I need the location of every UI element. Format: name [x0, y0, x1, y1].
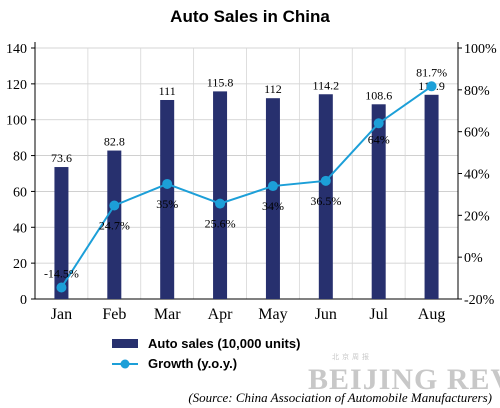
- growth-value-label: 36.5%: [310, 194, 341, 208]
- growth-line: [60, 85, 433, 289]
- growth-value-label: 24.7%: [99, 219, 130, 233]
- right-tick-label: 20%: [464, 209, 490, 224]
- growth-point-jan: [56, 282, 67, 293]
- right-tick-label: 60%: [464, 126, 490, 141]
- watermark: 北京周报 BEIJING REVIEW: [308, 352, 500, 396]
- category-label-jan: Jan: [51, 306, 72, 323]
- bar-series: [54, 91, 439, 300]
- growth-value-label: 64%: [368, 132, 390, 146]
- watermark-large-text: BEIJING REVIEW: [308, 363, 500, 396]
- bar-value-label: 73.6: [51, 151, 72, 165]
- bar-jun: [318, 94, 333, 300]
- growth-value-labels: -14.5% 24.7% 35% 25.6% 34% 36.5% 64% 81.7%: [44, 65, 447, 280]
- growth-value-label: 34%: [262, 199, 284, 213]
- grid-lines: [35, 47, 458, 299]
- bar-jul: [371, 104, 386, 299]
- left-tick-label: 100: [6, 114, 27, 129]
- legend-line-label: Growth (y.o.y.): [148, 356, 237, 371]
- growth-value-label: -14.5%: [44, 266, 79, 280]
- right-tick-label: 100%: [464, 42, 497, 57]
- left-tick-label: 40: [13, 221, 27, 236]
- category-label-jul: Jul: [369, 306, 388, 323]
- category-label-may: May: [258, 306, 287, 323]
- left-tick-label: 60: [13, 185, 27, 200]
- growth-point-aug: [426, 81, 437, 92]
- chart-title: Auto Sales in China: [170, 7, 330, 26]
- growth-value-label: 35%: [156, 197, 178, 211]
- legend-line-marker: [120, 359, 130, 369]
- category-labels: Jan Feb Mar Apr May Jun Jul Aug: [51, 306, 446, 323]
- left-tick-label: 140: [6, 42, 27, 57]
- category-label-mar: Mar: [154, 306, 181, 323]
- bar-aug: [424, 94, 439, 299]
- bar-jan: [54, 167, 69, 299]
- bar-apr: [213, 91, 228, 299]
- watermark-small-text: 北京周报: [332, 352, 372, 361]
- growth-point-apr: [215, 198, 226, 209]
- right-tick-label: 40%: [464, 168, 490, 183]
- category-label-jun: Jun: [315, 306, 337, 323]
- left-tick-label: 0: [20, 293, 27, 308]
- source-note: (Source: China Association of Automobile…: [188, 390, 492, 405]
- growth-value-label: 81.7%: [416, 65, 447, 79]
- bar-feb: [107, 150, 122, 299]
- category-label-aug: Aug: [418, 306, 446, 323]
- bar-mar: [160, 99, 175, 299]
- growth-line-series: [56, 81, 437, 293]
- left-tick-label: 20: [13, 257, 27, 272]
- left-tick-label: 80: [13, 150, 27, 165]
- growth-point-mar: [162, 178, 173, 189]
- bar-value-label: 111: [159, 84, 176, 98]
- legend-bar-swatch: [112, 339, 138, 348]
- bar-may: [265, 98, 280, 299]
- bar-value-label: 82.8: [104, 135, 125, 149]
- right-axis-tick-labels: -20% 0% 20% 40% 60% 80% 100%: [464, 42, 497, 308]
- growth-point-jul: [373, 118, 384, 129]
- category-label-feb: Feb: [102, 306, 126, 323]
- growth-point-jun: [320, 175, 331, 186]
- category-label-apr: Apr: [208, 306, 234, 323]
- bar-value-label: 112: [264, 82, 282, 96]
- bar-value-label: 114.2: [313, 78, 340, 92]
- left-tick-label: 120: [6, 78, 27, 93]
- bar-value-label: 108.6: [365, 88, 392, 102]
- growth-value-label: 25.6%: [205, 217, 236, 231]
- legend: Auto sales (10,000 units) Growth (y.o.y.…: [112, 336, 300, 371]
- right-tick-label: -20%: [464, 293, 495, 308]
- right-tick-label: 80%: [464, 84, 490, 99]
- right-tick-label: 0%: [464, 251, 483, 266]
- bar-value-label: 115.8: [207, 75, 234, 89]
- legend-bar-label: Auto sales (10,000 units): [148, 336, 300, 351]
- growth-point-may: [267, 181, 278, 192]
- axes: [31, 42, 462, 300]
- left-axis-tick-labels: 0 20 40 60 80 100 120 140: [6, 42, 27, 308]
- growth-point-feb: [109, 200, 120, 211]
